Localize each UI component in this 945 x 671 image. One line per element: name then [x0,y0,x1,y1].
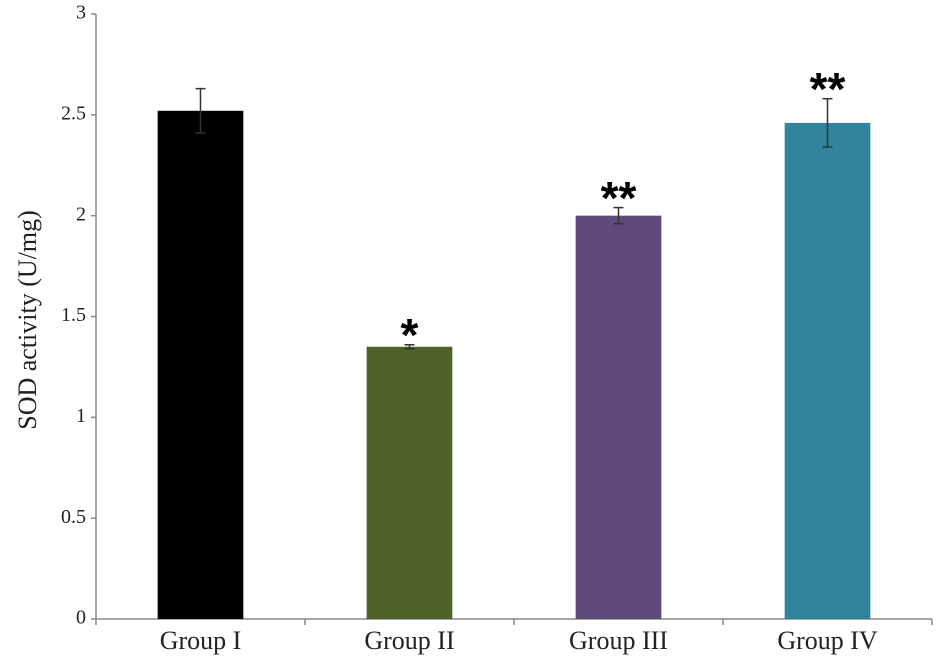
y-tick-label: 1.5 [61,304,86,326]
y-tick-label: 2.5 [61,102,86,124]
error-bar [195,87,206,134]
y-tick-label: 0 [76,607,86,629]
bar [784,122,871,620]
error-bar [822,97,833,148]
significance-marker: ** [601,172,637,224]
y-axis-label: SOD activity (U/mg) [13,210,42,430]
bar [157,110,244,620]
significance-marker: * [401,309,419,361]
bar [575,215,662,619]
significance-marker: ** [810,63,846,115]
bar [366,346,453,619]
x-tick-label: Group I [160,626,242,655]
x-tick-label: Group III [569,626,668,655]
y-tick-label: 3 [76,2,86,24]
x-tick-label: Group IV [777,626,878,655]
error-bar [404,343,415,350]
y-tick-label: 0.5 [61,506,86,528]
x-tick-label: Group II [364,626,454,655]
y-tick-label: 1 [76,405,86,427]
y-tick-label: 2 [76,203,86,225]
error-bar [613,206,624,225]
